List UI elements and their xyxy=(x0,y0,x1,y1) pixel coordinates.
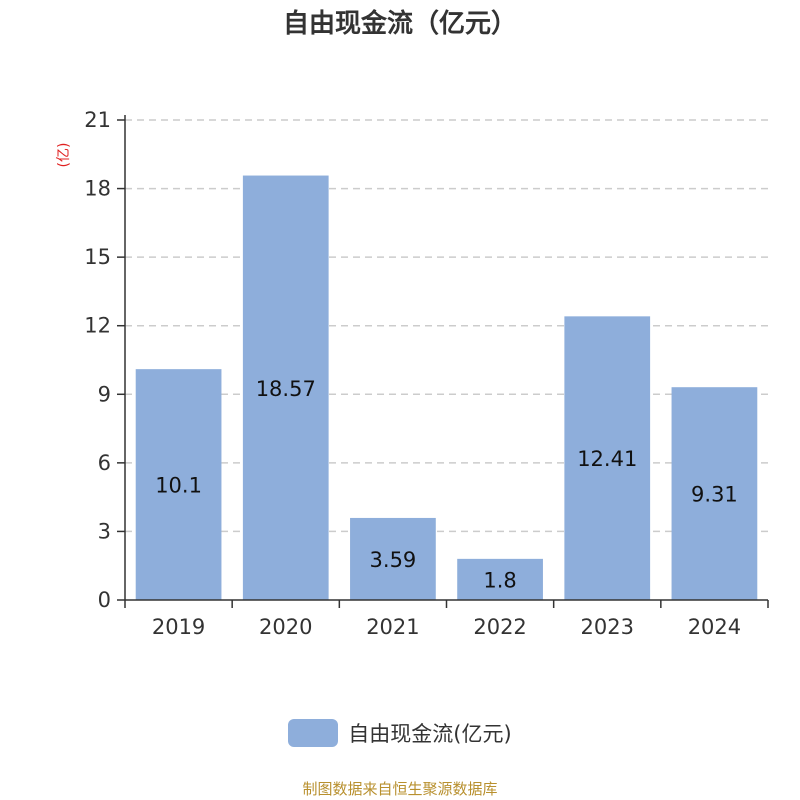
x-tick-label: 2023 xyxy=(581,615,634,639)
bar-2019 xyxy=(135,369,222,600)
x-tick-label: 2020 xyxy=(259,615,312,639)
legend-label: 自由现金流(亿元) xyxy=(348,722,512,746)
bar-2024 xyxy=(671,387,758,600)
source-footer: 制图数据来自恒生聚源数据库 xyxy=(302,780,498,798)
bar-value-label: 1.8 xyxy=(483,568,516,592)
y-unit-label: (亿) xyxy=(56,143,72,168)
chart-title: 自由现金流（亿元） xyxy=(282,9,517,39)
x-tick-label: 2019 xyxy=(152,615,205,639)
y-tick-label: 0 xyxy=(98,588,111,612)
labels: 0 3 6 9 12 15 18 21 (亿) 10.1 2019 18.57 2020 3.59 2021… xyxy=(56,108,741,639)
legend: 自由现金流(亿元) xyxy=(0,718,800,748)
bar-2022 xyxy=(457,558,543,600)
y-tick-label: 9 xyxy=(98,382,111,406)
x-tick-label: 2022 xyxy=(473,615,526,639)
bar-2023 xyxy=(564,316,651,600)
bar-2020 xyxy=(242,175,329,601)
bars xyxy=(135,175,758,601)
bar-2021 xyxy=(350,517,436,600)
axes xyxy=(117,115,769,608)
y-tick-label: 21 xyxy=(84,108,111,132)
y-tick-label: 6 xyxy=(98,451,111,475)
bar-value-label: 12.41 xyxy=(577,447,637,471)
bar-value-label: 9.31 xyxy=(691,483,738,507)
y-tick-label: 3 xyxy=(98,519,111,543)
bar-value-label: 10.1 xyxy=(155,474,202,498)
bar-value-label: 18.57 xyxy=(256,377,316,401)
y-tick-label: 12 xyxy=(84,314,111,338)
y-tick-label: 15 xyxy=(84,245,111,269)
y-tick-label: 18 xyxy=(84,177,111,201)
legend-swatch xyxy=(288,719,339,747)
bar-value-label: 3.59 xyxy=(370,548,417,572)
x-tick-label: 2024 xyxy=(688,615,741,639)
x-tick-label: 2021 xyxy=(366,615,419,639)
